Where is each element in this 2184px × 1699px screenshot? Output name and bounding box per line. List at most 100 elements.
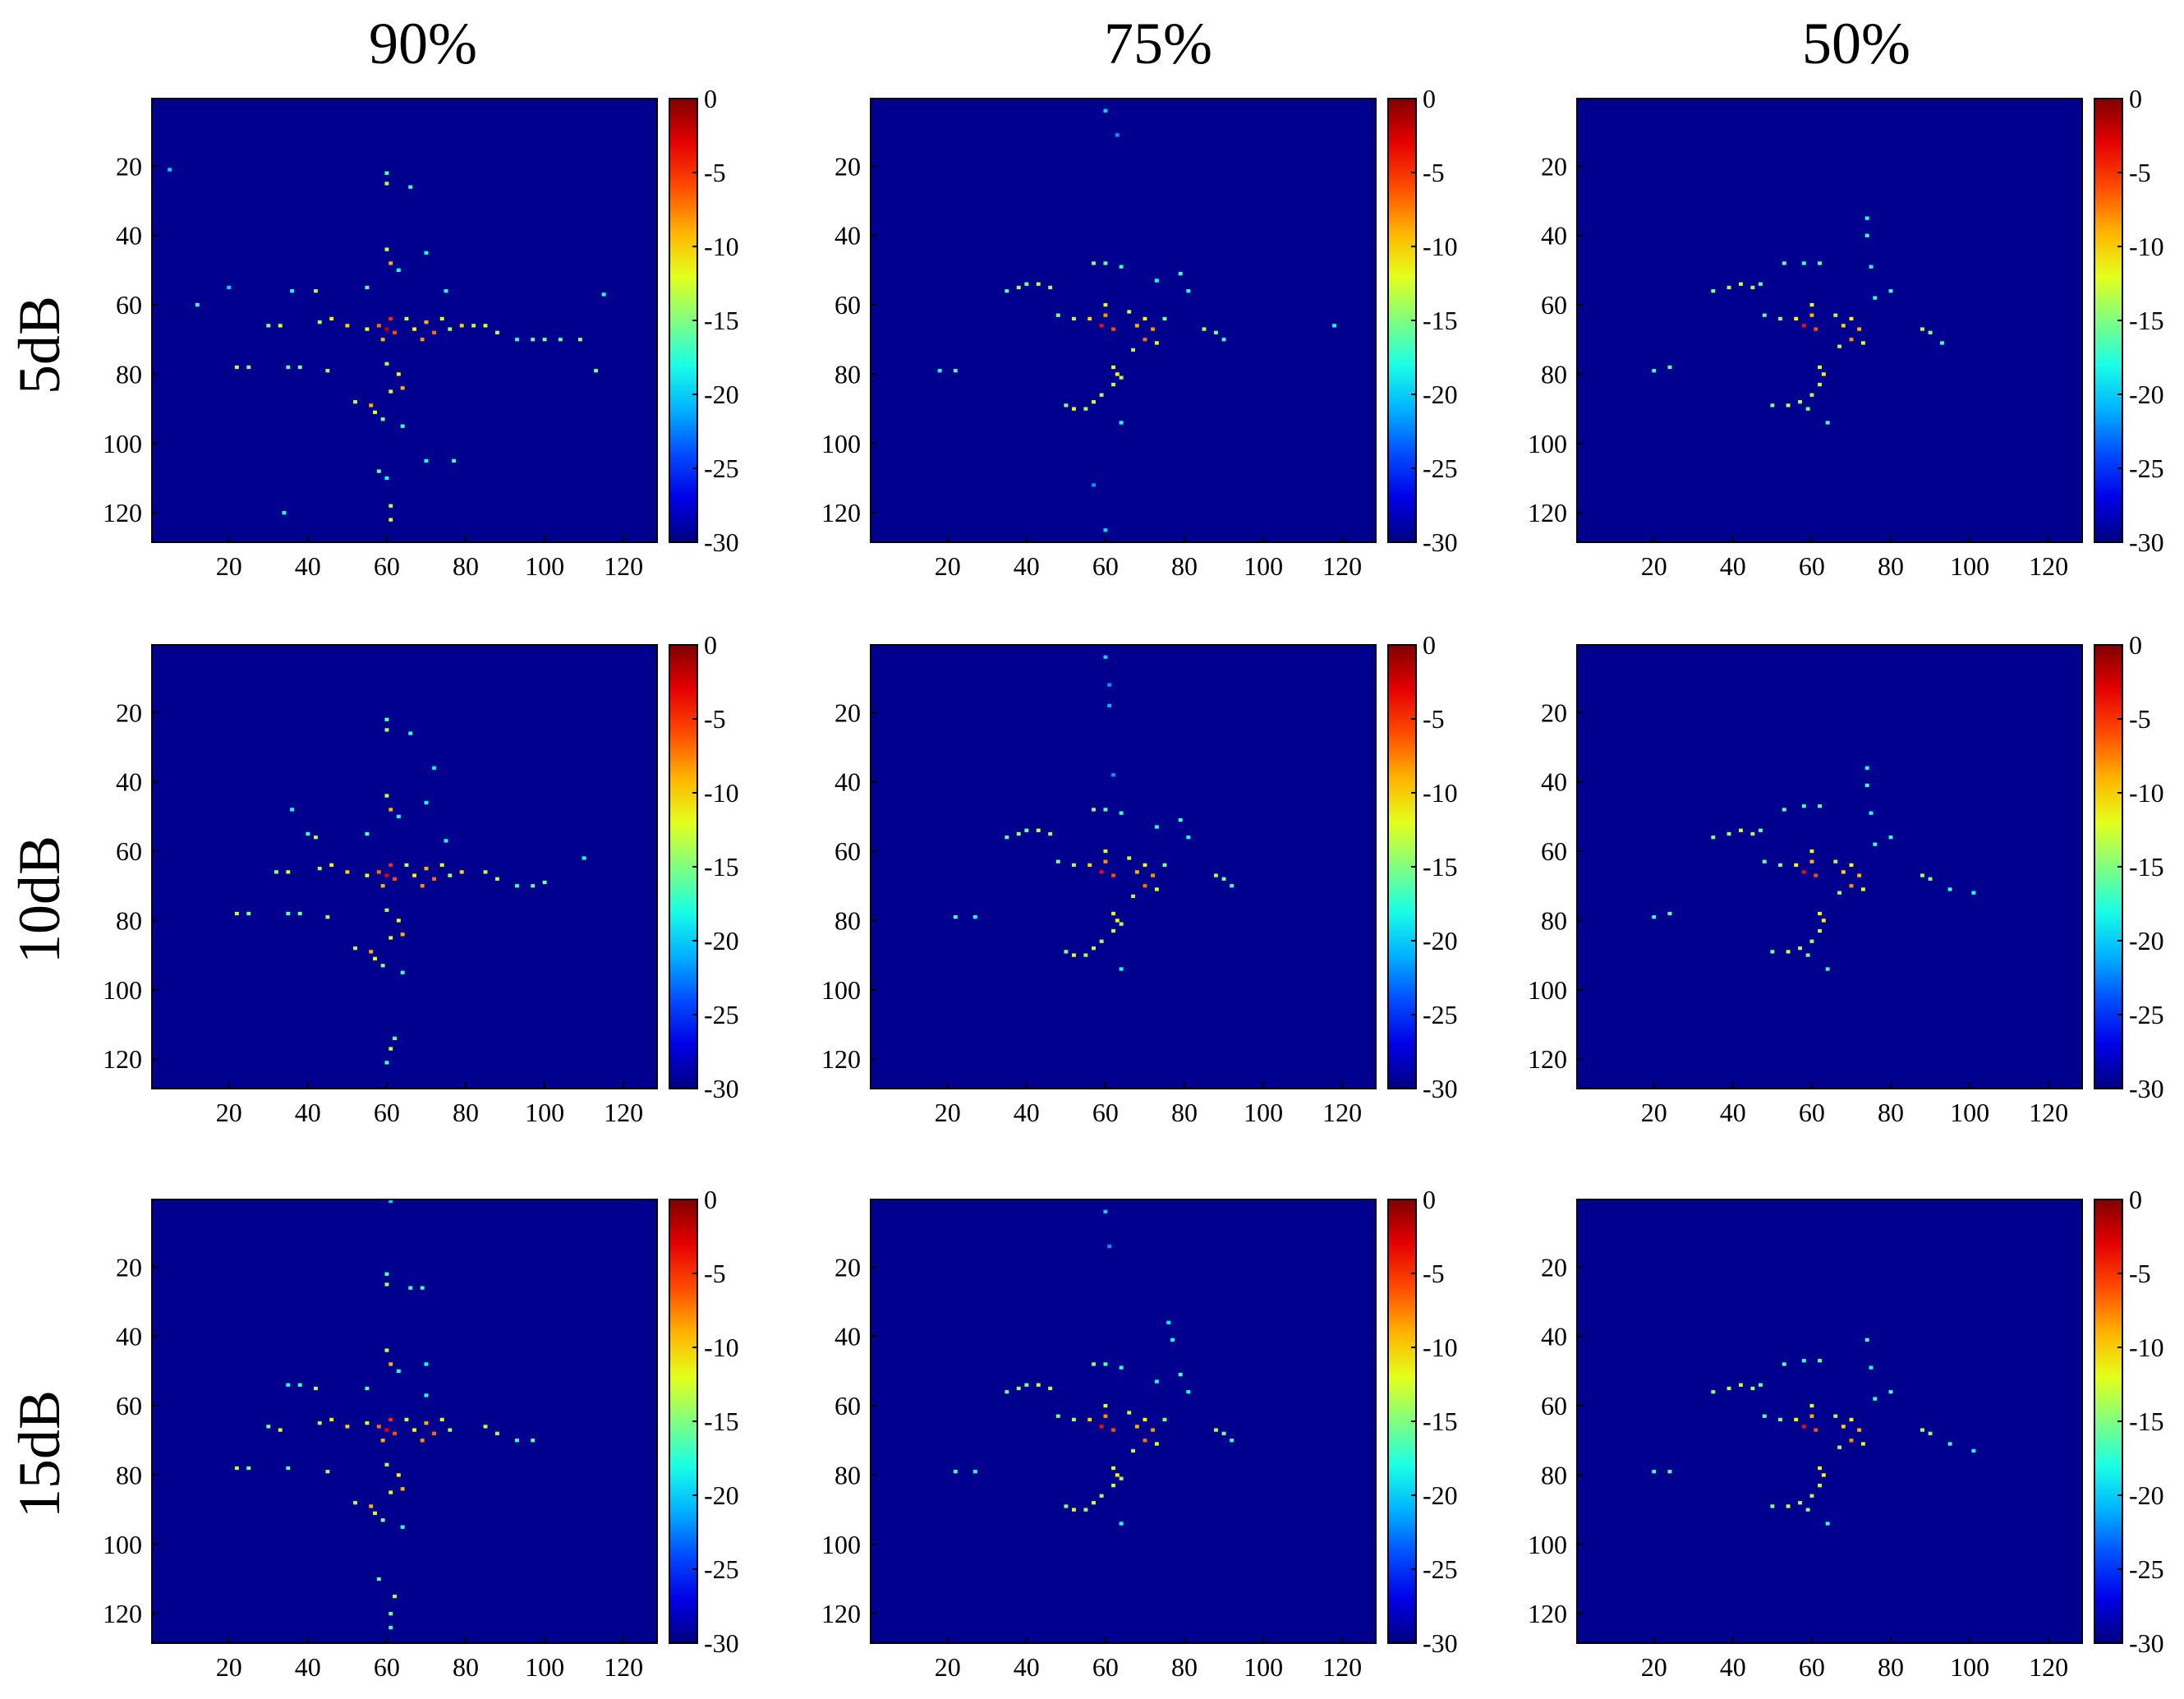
heatmap-cell — [1818, 261, 1822, 265]
heatmap-cell — [1178, 271, 1183, 276]
y-tick-label: 60 — [835, 1391, 861, 1420]
heatmap-cell — [1103, 808, 1108, 812]
colorbar-tick-label: -10 — [704, 778, 739, 808]
heatmap-cell — [365, 1386, 370, 1391]
heatmap-cell — [432, 877, 437, 881]
heatmap-cell — [1869, 811, 1874, 815]
x-tick-label: 40 — [1014, 1652, 1040, 1682]
heatmap-cell — [448, 327, 453, 331]
colorbar-tick-label: -30 — [2129, 1074, 2164, 1103]
heatmap-cell — [234, 365, 239, 370]
y-tick-label: 100 — [1528, 429, 1567, 458]
colorbar-tick-label: -20 — [2129, 926, 2164, 955]
heatmap-cell — [495, 877, 499, 881]
heatmap-cell — [1115, 1473, 1120, 1477]
heatmap-cell — [1782, 808, 1786, 812]
heatmap-cell — [1798, 946, 1802, 951]
heatmap-cell — [266, 1425, 271, 1429]
colorbar-tick-label: 0 — [1423, 1185, 1436, 1214]
heatmap-cell — [1805, 953, 1810, 957]
heatmap-cell — [274, 870, 278, 874]
y-tick-label: 60 — [1541, 1391, 1567, 1420]
heatmap-cell — [1143, 884, 1147, 888]
y-tick-label: 20 — [835, 151, 861, 181]
heatmap-cell — [1064, 1504, 1069, 1508]
heatmap-cell — [313, 836, 318, 840]
x-tick-label: 20 — [216, 1652, 242, 1682]
heatmap-cell — [373, 1511, 377, 1515]
heatmap-cell — [424, 320, 429, 325]
heatmap-cell — [389, 1490, 393, 1494]
y-tick-label: 60 — [116, 1391, 142, 1420]
heatmap-cell — [1119, 375, 1124, 380]
x-tick-label: 40 — [1014, 551, 1040, 581]
heatmap-cell — [1166, 1320, 1171, 1324]
colorbar-tick-label: -5 — [704, 704, 726, 734]
x-tick-label: 80 — [1878, 1098, 1904, 1127]
heatmap-cell — [365, 831, 370, 836]
heatmap-cell — [1864, 783, 1869, 788]
heatmap-cell — [1814, 1428, 1818, 1432]
y-tick-label: 100 — [1528, 975, 1567, 1005]
heatmap-cell — [1818, 382, 1822, 387]
heatmap-cell — [1818, 365, 1822, 370]
heatmap-background — [1577, 1199, 2082, 1643]
heatmap-cell — [1652, 915, 1657, 919]
heatmap-cell — [1809, 1403, 1814, 1408]
heatmap-cell — [1864, 216, 1869, 220]
y-tick-label: 20 — [1541, 698, 1567, 727]
heatmap-panel-5db-75: 20 40 60 80 100 120 20 40 60 80 100 120 0 -5 -10 -15 -20… — [809, 78, 1515, 581]
colorbar-tick-label: -15 — [1423, 306, 1458, 335]
colorbar-tick-label: -15 — [1423, 1407, 1458, 1436]
heatmap-cell — [380, 884, 385, 888]
heatmap-cell — [420, 338, 425, 342]
heatmap-cell — [1103, 859, 1108, 863]
heatmap-cell — [1750, 1386, 1755, 1391]
heatmap-cell — [420, 1439, 425, 1443]
heatmap-cell — [1162, 316, 1167, 321]
heatmap-cell — [542, 338, 547, 342]
heatmap-cell — [384, 728, 389, 732]
heatmap-cell — [353, 946, 357, 951]
heatmap-cell — [1332, 324, 1337, 328]
heatmap-cell — [1119, 421, 1124, 425]
heatmap-cell — [1072, 1508, 1076, 1512]
x-tick-label: 80 — [1171, 1098, 1198, 1127]
colorbar-tick-label: -10 — [704, 232, 739, 261]
heatmap-cell — [376, 1577, 381, 1582]
heatmap-panel-5db-50: 20 40 60 80 100 120 20 40 60 80 100 120 0 -5 -10 -15 -20… — [1515, 78, 2184, 581]
x-tick-label: 60 — [1799, 551, 1825, 581]
heatmap-cell — [1162, 1417, 1167, 1422]
heatmap-cell — [1971, 1448, 1976, 1453]
colorbar-tick-label: -15 — [2129, 1407, 2164, 1436]
heatmap-cell — [384, 717, 389, 721]
heatmap-cell — [384, 361, 389, 366]
y-tick-label: 60 — [116, 836, 142, 866]
x-tick-label: 60 — [374, 551, 400, 581]
heatmap-cell — [389, 1625, 393, 1630]
x-tick-label: 80 — [453, 551, 479, 581]
heatmap-cell — [1111, 928, 1115, 933]
heatmap-cell — [1092, 483, 1096, 487]
heatmap-cell — [1016, 831, 1021, 836]
colorbar-tick-label: -20 — [2129, 1480, 2164, 1510]
heatmap-cell — [376, 469, 381, 473]
heatmap-cell — [1072, 407, 1076, 411]
heatmap-cell — [953, 915, 958, 919]
heatmap-cell — [384, 1348, 389, 1352]
x-tick-label: 100 — [1244, 1098, 1283, 1127]
heatmap-cell — [1072, 1417, 1076, 1422]
colorbar-tick-label: -20 — [1423, 1480, 1458, 1510]
heatmap-cell — [1111, 873, 1115, 877]
heatmap-cell — [384, 873, 389, 877]
heatmap-cell — [1083, 407, 1088, 411]
heatmap-cell — [601, 292, 606, 297]
x-tick-label: 20 — [216, 1098, 242, 1127]
heatmap-cell — [972, 1470, 977, 1474]
heatmap-cell — [1786, 1504, 1791, 1508]
x-tick-label: 60 — [1799, 1098, 1825, 1127]
heatmap-cell — [384, 794, 389, 798]
heatmap-cell — [389, 1047, 393, 1051]
heatmap-cell — [424, 800, 429, 805]
